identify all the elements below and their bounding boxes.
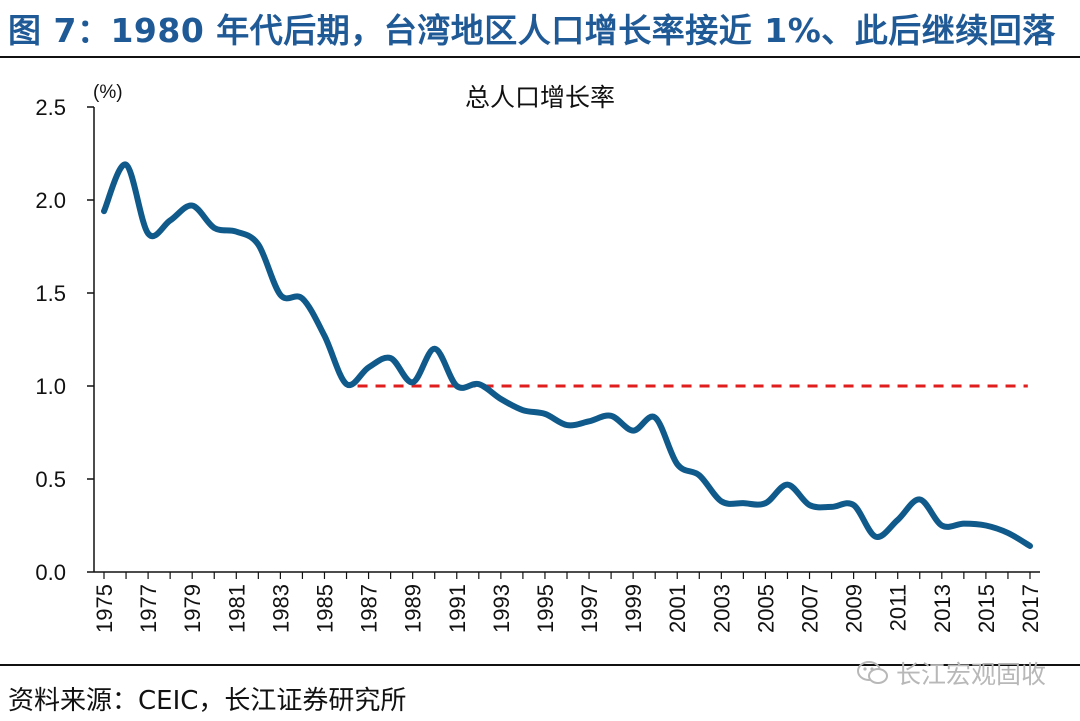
x-tick-label: 1991 [445, 584, 470, 633]
x-tick-label: 2011 [886, 584, 911, 631]
chart-axes [87, 106, 1040, 579]
x-tick-label: 2007 [798, 584, 823, 633]
x-tick-label: 2013 [930, 584, 955, 633]
tick-labels: 0.0 0.5 1.0 1.5 2.0 2.5 1975 1977 1979 1981 1983 19… [35, 95, 1043, 633]
x-tick-label: 1983 [268, 584, 293, 633]
chart-title: 总人口增长率 [465, 83, 615, 112]
wechat-icon [856, 661, 888, 684]
x-tick-label: 1997 [577, 584, 602, 633]
x-tick-label: 1979 [180, 584, 205, 633]
top-divider [0, 56, 1080, 58]
x-tick-label: 2003 [709, 584, 734, 633]
population-growth-chart: 总人口增长率 (%) 0.0 0.5 1.0 1.5 2.0 2.5 1975 1977 197… [35, 82, 1043, 633]
x-tick-label: 1993 [489, 584, 514, 633]
y-tick-label: 1.0 [35, 374, 66, 399]
series-layer [101, 161, 1033, 549]
series-line [101, 161, 1033, 549]
x-tick-label: 1977 [136, 584, 161, 633]
source-note: 资料来源：CEIC，长江证券研究所 [8, 686, 407, 716]
figure-title: 图 7：1980 年代后期，台湾地区人口增长率接近 1%、此后继续回落 [8, 11, 1056, 50]
x-tick-label: 1975 [92, 584, 117, 633]
x-tick-label: 1999 [621, 584, 646, 633]
bottom-divider [0, 664, 1080, 666]
y-tick-label: 2.0 [35, 188, 66, 213]
watermark-text: 长江宏观固收 [895, 660, 1046, 689]
x-tick-label: 1981 [224, 584, 249, 633]
x-tick-label: 1989 [401, 584, 426, 633]
y-tick-label: 0.5 [35, 467, 66, 492]
x-tick-label: 2001 [665, 584, 690, 633]
x-tick-label: 1987 [357, 584, 382, 633]
x-tick-label: 1985 [312, 584, 337, 633]
x-tick-label: 2009 [842, 584, 867, 633]
x-tick-label: 1995 [533, 584, 558, 633]
y-tick-label: 1.5 [35, 281, 66, 306]
x-tick-label: 2005 [753, 584, 778, 633]
y-tick-label: 0.0 [35, 560, 66, 585]
watermark: 长江宏观固收 [856, 655, 1046, 691]
x-tick-label: 2017 [1018, 584, 1043, 633]
y-axis-unit-label: (%) [93, 82, 123, 103]
x-tick-label: 2015 [974, 584, 999, 633]
y-tick-label: 2.5 [35, 95, 66, 120]
